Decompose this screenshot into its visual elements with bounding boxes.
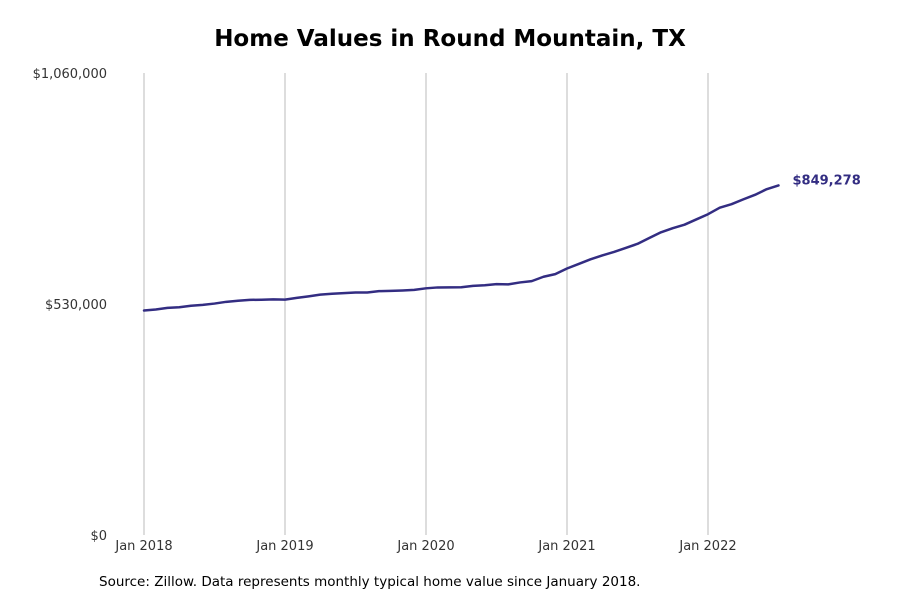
series-line xyxy=(142,184,780,312)
y-tick-label: $1,060,000 xyxy=(33,67,107,82)
x-tick-label: Jan 2018 xyxy=(114,539,172,554)
x-tick-label: Jan 2020 xyxy=(396,539,454,554)
source-note: Source: Zillow. Data represents monthly … xyxy=(99,574,641,590)
y-axis-ticks: $0 $530,000 $1,060,000 xyxy=(33,67,107,544)
y-tick-label: $0 xyxy=(90,529,107,544)
y-tick-label: $530,000 xyxy=(45,298,107,313)
x-axis-ticks: Jan 2018 Jan 2019 Jan 2020 Jan 2021 Jan 2022 xyxy=(114,539,736,554)
x-tick-label: Jan 2019 xyxy=(255,539,313,554)
x-tick-label: Jan 2022 xyxy=(678,539,736,554)
x-tick-label: Jan 2021 xyxy=(537,539,595,554)
gridlines xyxy=(143,73,709,535)
chart-title: Home Values in Round Mountain, TX xyxy=(214,26,686,52)
end-value-label: $849,278 xyxy=(793,173,861,188)
